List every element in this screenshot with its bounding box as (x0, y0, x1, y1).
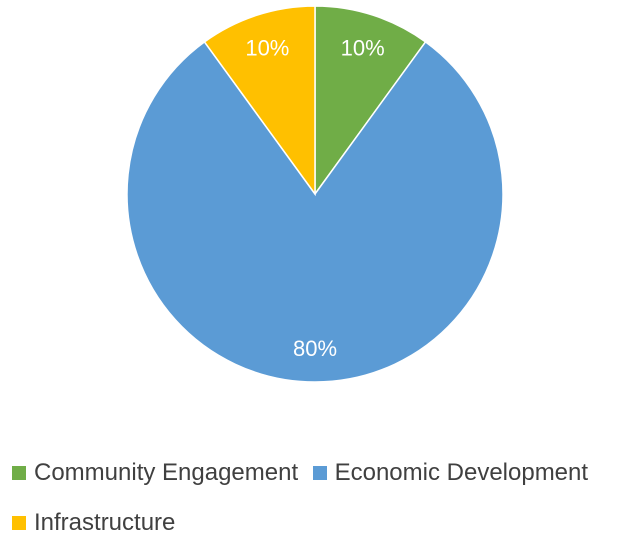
legend-swatch (12, 466, 26, 480)
legend-item-infrastructure: Infrastructure (12, 506, 175, 540)
legend-item-economic-development: Economic Development (312, 456, 589, 490)
data-label: 10% (341, 35, 385, 60)
data-label: 10% (245, 35, 289, 60)
legend-label: Community Engagement (34, 459, 299, 486)
legend: Community Engagement Economic Developmen… (12, 456, 632, 490)
data-label: 80% (293, 336, 337, 361)
legend-label: Economic Development (334, 459, 589, 486)
pie-slices (126, 5, 504, 383)
legend-item-community-engagement: Community Engagement (12, 456, 298, 490)
pie-slice-community-engagement (314, 5, 427, 197)
legend-label: Infrastructure (34, 509, 176, 536)
legend-row-2: Infrastructure (12, 506, 185, 540)
pie-slice-economic-development (126, 40, 504, 383)
pie-slice-infrastructure (203, 5, 316, 197)
pie-chart: 10% 80% 10% (126, 5, 504, 383)
legend-swatch (312, 466, 327, 480)
pie-labels: 10% 80% 10% (245, 35, 384, 361)
legend-swatch (12, 516, 26, 530)
